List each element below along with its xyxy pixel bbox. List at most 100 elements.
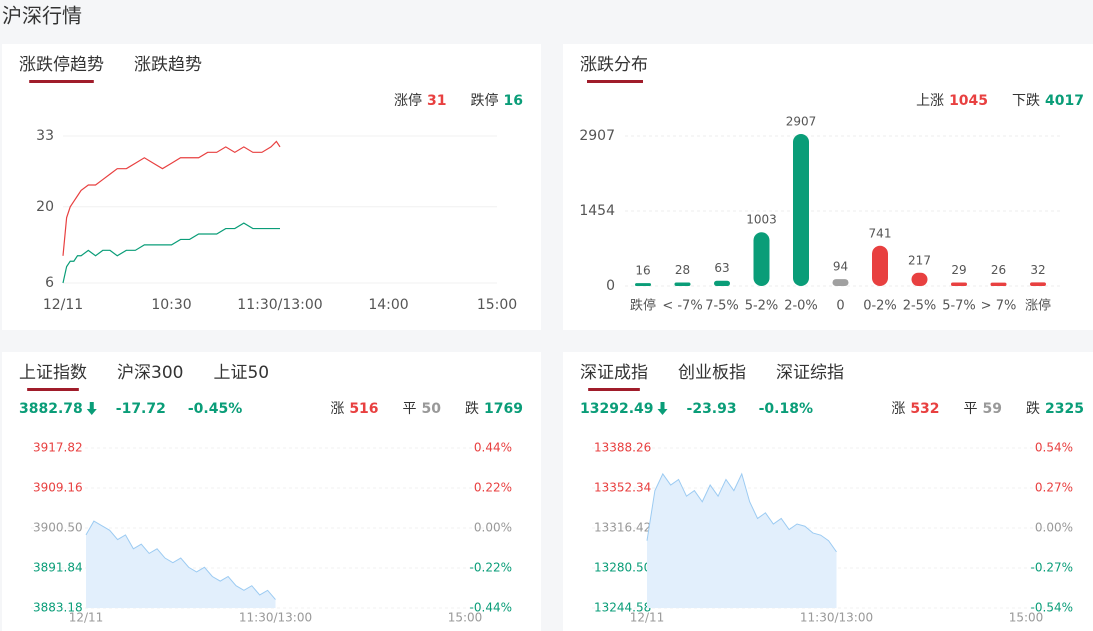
bar-value-label: 741 [869,226,892,240]
x-tick-label: 12/11 [69,611,104,625]
y2-tick-label: 0.44% [474,441,512,455]
tab[interactable]: 创业板指 [678,363,746,383]
panel [2,44,541,330]
area-fill [647,473,837,608]
y-tick-label: 13316.42 [594,521,651,535]
stat-label: 平 [964,401,978,417]
bar [872,245,888,286]
x-tick-label: 11:30/13:00 [239,611,312,625]
y-tick-label: 1454 [579,203,615,219]
index-change-pct: -0.18% [759,401,813,417]
x-tick-label: 跌停 [630,298,656,314]
bar [714,280,730,286]
down-arrow [86,402,97,415]
bar-value-label: 63 [714,261,729,275]
bar-value-label: 16 [635,264,650,278]
bar-value-label: 28 [675,263,690,277]
tab[interactable]: 涨跌停趋势 [19,55,104,75]
tab-underline [588,388,640,391]
stat-label: 涨 [330,401,344,417]
bar [674,282,691,286]
index-change: -23.93 [687,401,737,417]
tab[interactable]: 深证成指 [580,363,648,383]
stat-value: 31 [427,93,446,109]
stat-label: 上涨 [916,93,944,109]
y-tick-label: 20 [36,199,54,215]
y-tick-label: 2907 [579,128,615,144]
stat-value: 2325 [1045,401,1084,417]
stat-label: 涨停 [394,92,422,109]
tab[interactable]: 涨跌分布 [580,55,648,75]
y-tick-label: 13352.34 [594,481,651,495]
stat-value: 532 [910,401,939,417]
tab[interactable]: 上证50 [213,363,269,383]
x-tick-label: < -7% [662,299,702,314]
bar-value-label: 26 [991,263,1006,277]
index-price: 3882.78 [19,401,83,417]
tab[interactable]: 沪深300 [117,363,183,383]
y-tick-label: 13388.26 [594,441,651,455]
stat-label: 跌 [465,401,479,417]
y-tick-label: 3883.18 [33,601,83,615]
index-change: -17.72 [116,401,166,417]
stat-label: 跌 [1026,401,1040,417]
bar [911,272,928,286]
stat-label: 下跌 [1012,93,1040,109]
x-tick-label: 5-7% [942,299,976,314]
stat-value: 59 [983,401,1002,417]
stat-value: 4017 [1045,93,1084,109]
x-tick-label: 2-5% [903,299,937,314]
x-tick-label: 2-0% [784,299,818,314]
line-series [62,140,281,256]
bar-value-label: 29 [951,263,966,277]
tab-underline [27,388,79,391]
x-tick-label: 0 [836,299,844,314]
bar-value-label: 2907 [786,115,817,129]
tab-underline [587,80,643,83]
stat-label: 跌停 [471,92,499,109]
line-series [62,222,280,284]
stat-value: 1045 [949,93,988,109]
y2-tick-label: 0.54% [1035,441,1073,455]
x-tick-label: 14:00 [368,297,408,313]
stat-value: 50 [422,401,442,417]
x-tick-label: 15:00 [1009,611,1044,625]
area-fill [86,521,276,608]
tab-underline [29,80,94,83]
y2-tick-label: 0.22% [474,481,512,495]
x-tick-label: 15:00 [477,297,517,313]
y-tick-label: 3900.50 [33,521,83,535]
x-tick-label: 5-2% [745,299,779,314]
x-tick-label: 涨停 [1025,298,1051,314]
y2-tick-label: -0.22% [470,561,512,575]
stat-label: 平 [403,401,417,417]
bar [951,282,967,286]
y-tick-label: 3917.82 [33,441,83,455]
down-arrow [657,402,668,415]
y-tick-label: 33 [36,128,54,144]
tab[interactable]: 深证综指 [776,363,844,383]
page-title: 沪深行情 [2,4,82,28]
x-tick-label: 15:00 [448,611,483,625]
y-tick-label: 13244.58 [594,601,651,615]
x-tick-label: 0-2% [863,299,897,314]
tab[interactable]: 上证指数 [19,363,87,383]
y2-tick-label: 0.00% [474,521,512,535]
tab[interactable]: 涨跌趋势 [134,55,202,75]
index-price: 13292.49 [580,401,654,417]
bar [753,232,770,286]
stat-label: 涨 [891,401,905,417]
bar-value-label: 32 [1030,263,1045,277]
bar [793,134,809,286]
bar [635,283,651,286]
stat-value: 516 [349,401,378,417]
bar [1030,282,1046,286]
bar-value-label: 1003 [746,213,777,227]
x-tick-label: 7-5% [705,299,739,314]
index-change-pct: -0.45% [188,401,242,417]
y2-tick-label: 0.00% [1035,521,1073,535]
y-tick-label: 13280.50 [594,561,651,575]
area-series [646,472,837,553]
y-tick-label: 0 [606,278,615,294]
